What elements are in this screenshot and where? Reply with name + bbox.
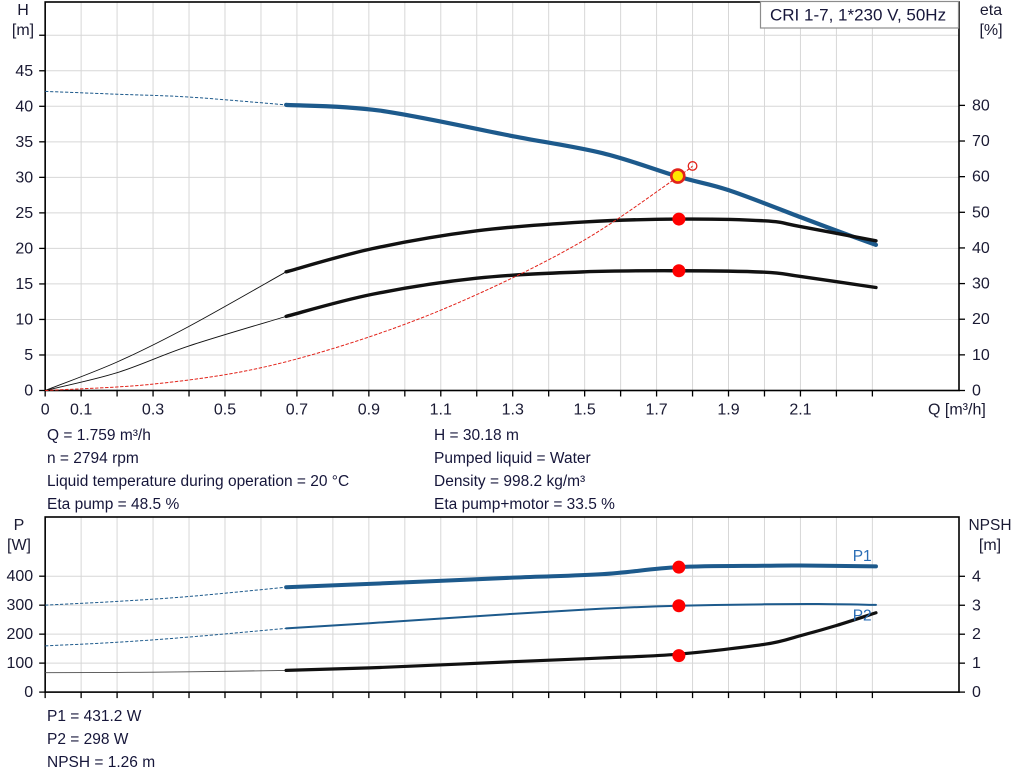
svg-text:20: 20 [972, 311, 990, 328]
svg-text:25: 25 [15, 205, 33, 222]
svg-text:0.1: 0.1 [70, 402, 92, 419]
svg-text:NPSH = 1.26 m: NPSH = 1.26 m [47, 754, 155, 771]
svg-text:4: 4 [972, 568, 981, 585]
svg-text:30: 30 [972, 276, 990, 293]
svg-text:P: P [14, 517, 25, 534]
svg-text:15: 15 [15, 276, 33, 293]
svg-text:1.9: 1.9 [717, 402, 739, 419]
svg-text:30: 30 [15, 169, 33, 186]
svg-text:60: 60 [972, 169, 990, 186]
svg-text:[m]: [m] [979, 537, 1001, 554]
svg-text:0: 0 [24, 684, 33, 701]
svg-text:0: 0 [972, 383, 981, 400]
svg-text:1.5: 1.5 [574, 402, 596, 419]
svg-text:P2 = 298 W: P2 = 298 W [47, 731, 129, 748]
svg-text:0: 0 [972, 684, 981, 701]
svg-text:0.5: 0.5 [214, 402, 236, 419]
svg-text:Q [m³/h]: Q [m³/h] [928, 402, 986, 419]
svg-text:[m]: [m] [12, 22, 34, 39]
svg-text:1.1: 1.1 [430, 402, 452, 419]
svg-text:P1 = 431.2 W: P1 = 431.2 W [47, 708, 142, 725]
svg-text:CRI 1-7, 1*230 V, 50Hz: CRI 1-7, 1*230 V, 50Hz [770, 6, 946, 25]
svg-text:Q = 1.759 m³/h: Q = 1.759 m³/h [47, 427, 151, 444]
svg-text:0: 0 [24, 383, 33, 400]
svg-text:40: 40 [972, 240, 990, 257]
svg-text:NPSH: NPSH [968, 517, 1011, 534]
svg-text:300: 300 [6, 597, 33, 614]
svg-text:P1: P1 [853, 548, 872, 565]
svg-text:[%]: [%] [979, 22, 1002, 39]
svg-text:40: 40 [15, 98, 33, 115]
svg-text:20: 20 [15, 240, 33, 257]
svg-text:400: 400 [6, 568, 33, 585]
svg-text:45: 45 [15, 63, 33, 80]
svg-text:0.9: 0.9 [358, 402, 380, 419]
svg-text:100: 100 [6, 655, 33, 672]
svg-text:10: 10 [15, 311, 33, 328]
svg-text:200: 200 [6, 626, 33, 643]
svg-text:50: 50 [972, 204, 990, 221]
svg-text:35: 35 [15, 134, 33, 151]
svg-text:Pumped liquid = Water: Pumped liquid = Water [434, 450, 591, 467]
svg-text:Density = 998.2 kg/m³: Density = 998.2 kg/m³ [434, 473, 585, 490]
svg-text:Liquid temperature during oper: Liquid temperature during operation = 20… [47, 473, 349, 490]
svg-text:H: H [17, 2, 29, 19]
svg-text:5: 5 [24, 347, 33, 364]
svg-text:Eta pump+motor = 33.5 %: Eta pump+motor = 33.5 % [434, 496, 615, 513]
svg-text:Eta pump = 48.5 %: Eta pump = 48.5 % [47, 496, 179, 513]
svg-text:2.1: 2.1 [789, 402, 811, 419]
svg-text:[W]: [W] [7, 537, 31, 554]
svg-text:0.7: 0.7 [286, 402, 308, 419]
svg-text:1.3: 1.3 [502, 402, 524, 419]
svg-text:3: 3 [972, 597, 981, 614]
svg-text:1.7: 1.7 [645, 402, 667, 419]
svg-text:10: 10 [972, 347, 990, 364]
svg-text:70: 70 [972, 133, 990, 150]
svg-text:0: 0 [41, 402, 50, 419]
svg-text:n = 2794 rpm: n = 2794 rpm [47, 450, 139, 467]
svg-text:P2: P2 [853, 608, 872, 625]
svg-text:eta: eta [980, 2, 1002, 19]
svg-text:H = 30.18 m: H = 30.18 m [434, 427, 519, 444]
svg-text:80: 80 [972, 97, 990, 114]
svg-text:2: 2 [972, 626, 981, 643]
svg-text:0.3: 0.3 [142, 402, 164, 419]
svg-text:1: 1 [972, 655, 981, 672]
